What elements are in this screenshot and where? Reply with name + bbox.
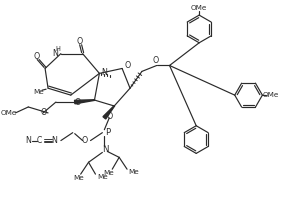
Text: N: N xyxy=(102,145,109,154)
Text: O: O xyxy=(74,97,81,106)
Text: N: N xyxy=(101,68,107,77)
Polygon shape xyxy=(103,106,115,119)
Text: OMe: OMe xyxy=(191,5,207,11)
Polygon shape xyxy=(74,100,95,104)
Text: OMe: OMe xyxy=(0,110,17,116)
Text: P: P xyxy=(105,128,110,137)
Text: Me: Me xyxy=(33,89,44,95)
Text: O: O xyxy=(106,112,113,121)
Text: OMe: OMe xyxy=(263,92,280,98)
Text: C: C xyxy=(37,136,42,145)
Text: N: N xyxy=(52,49,58,58)
Text: O: O xyxy=(41,108,47,117)
Text: N: N xyxy=(51,136,57,145)
Text: Me: Me xyxy=(97,174,108,180)
Text: H: H xyxy=(55,46,60,52)
Text: O: O xyxy=(125,61,131,70)
Text: Me: Me xyxy=(73,175,84,181)
Text: O: O xyxy=(33,52,39,61)
Text: Me: Me xyxy=(129,169,139,175)
Text: O: O xyxy=(76,37,83,46)
Text: O: O xyxy=(153,56,159,65)
Text: N: N xyxy=(25,136,31,145)
Text: Me: Me xyxy=(103,170,114,176)
Text: O: O xyxy=(81,136,88,145)
